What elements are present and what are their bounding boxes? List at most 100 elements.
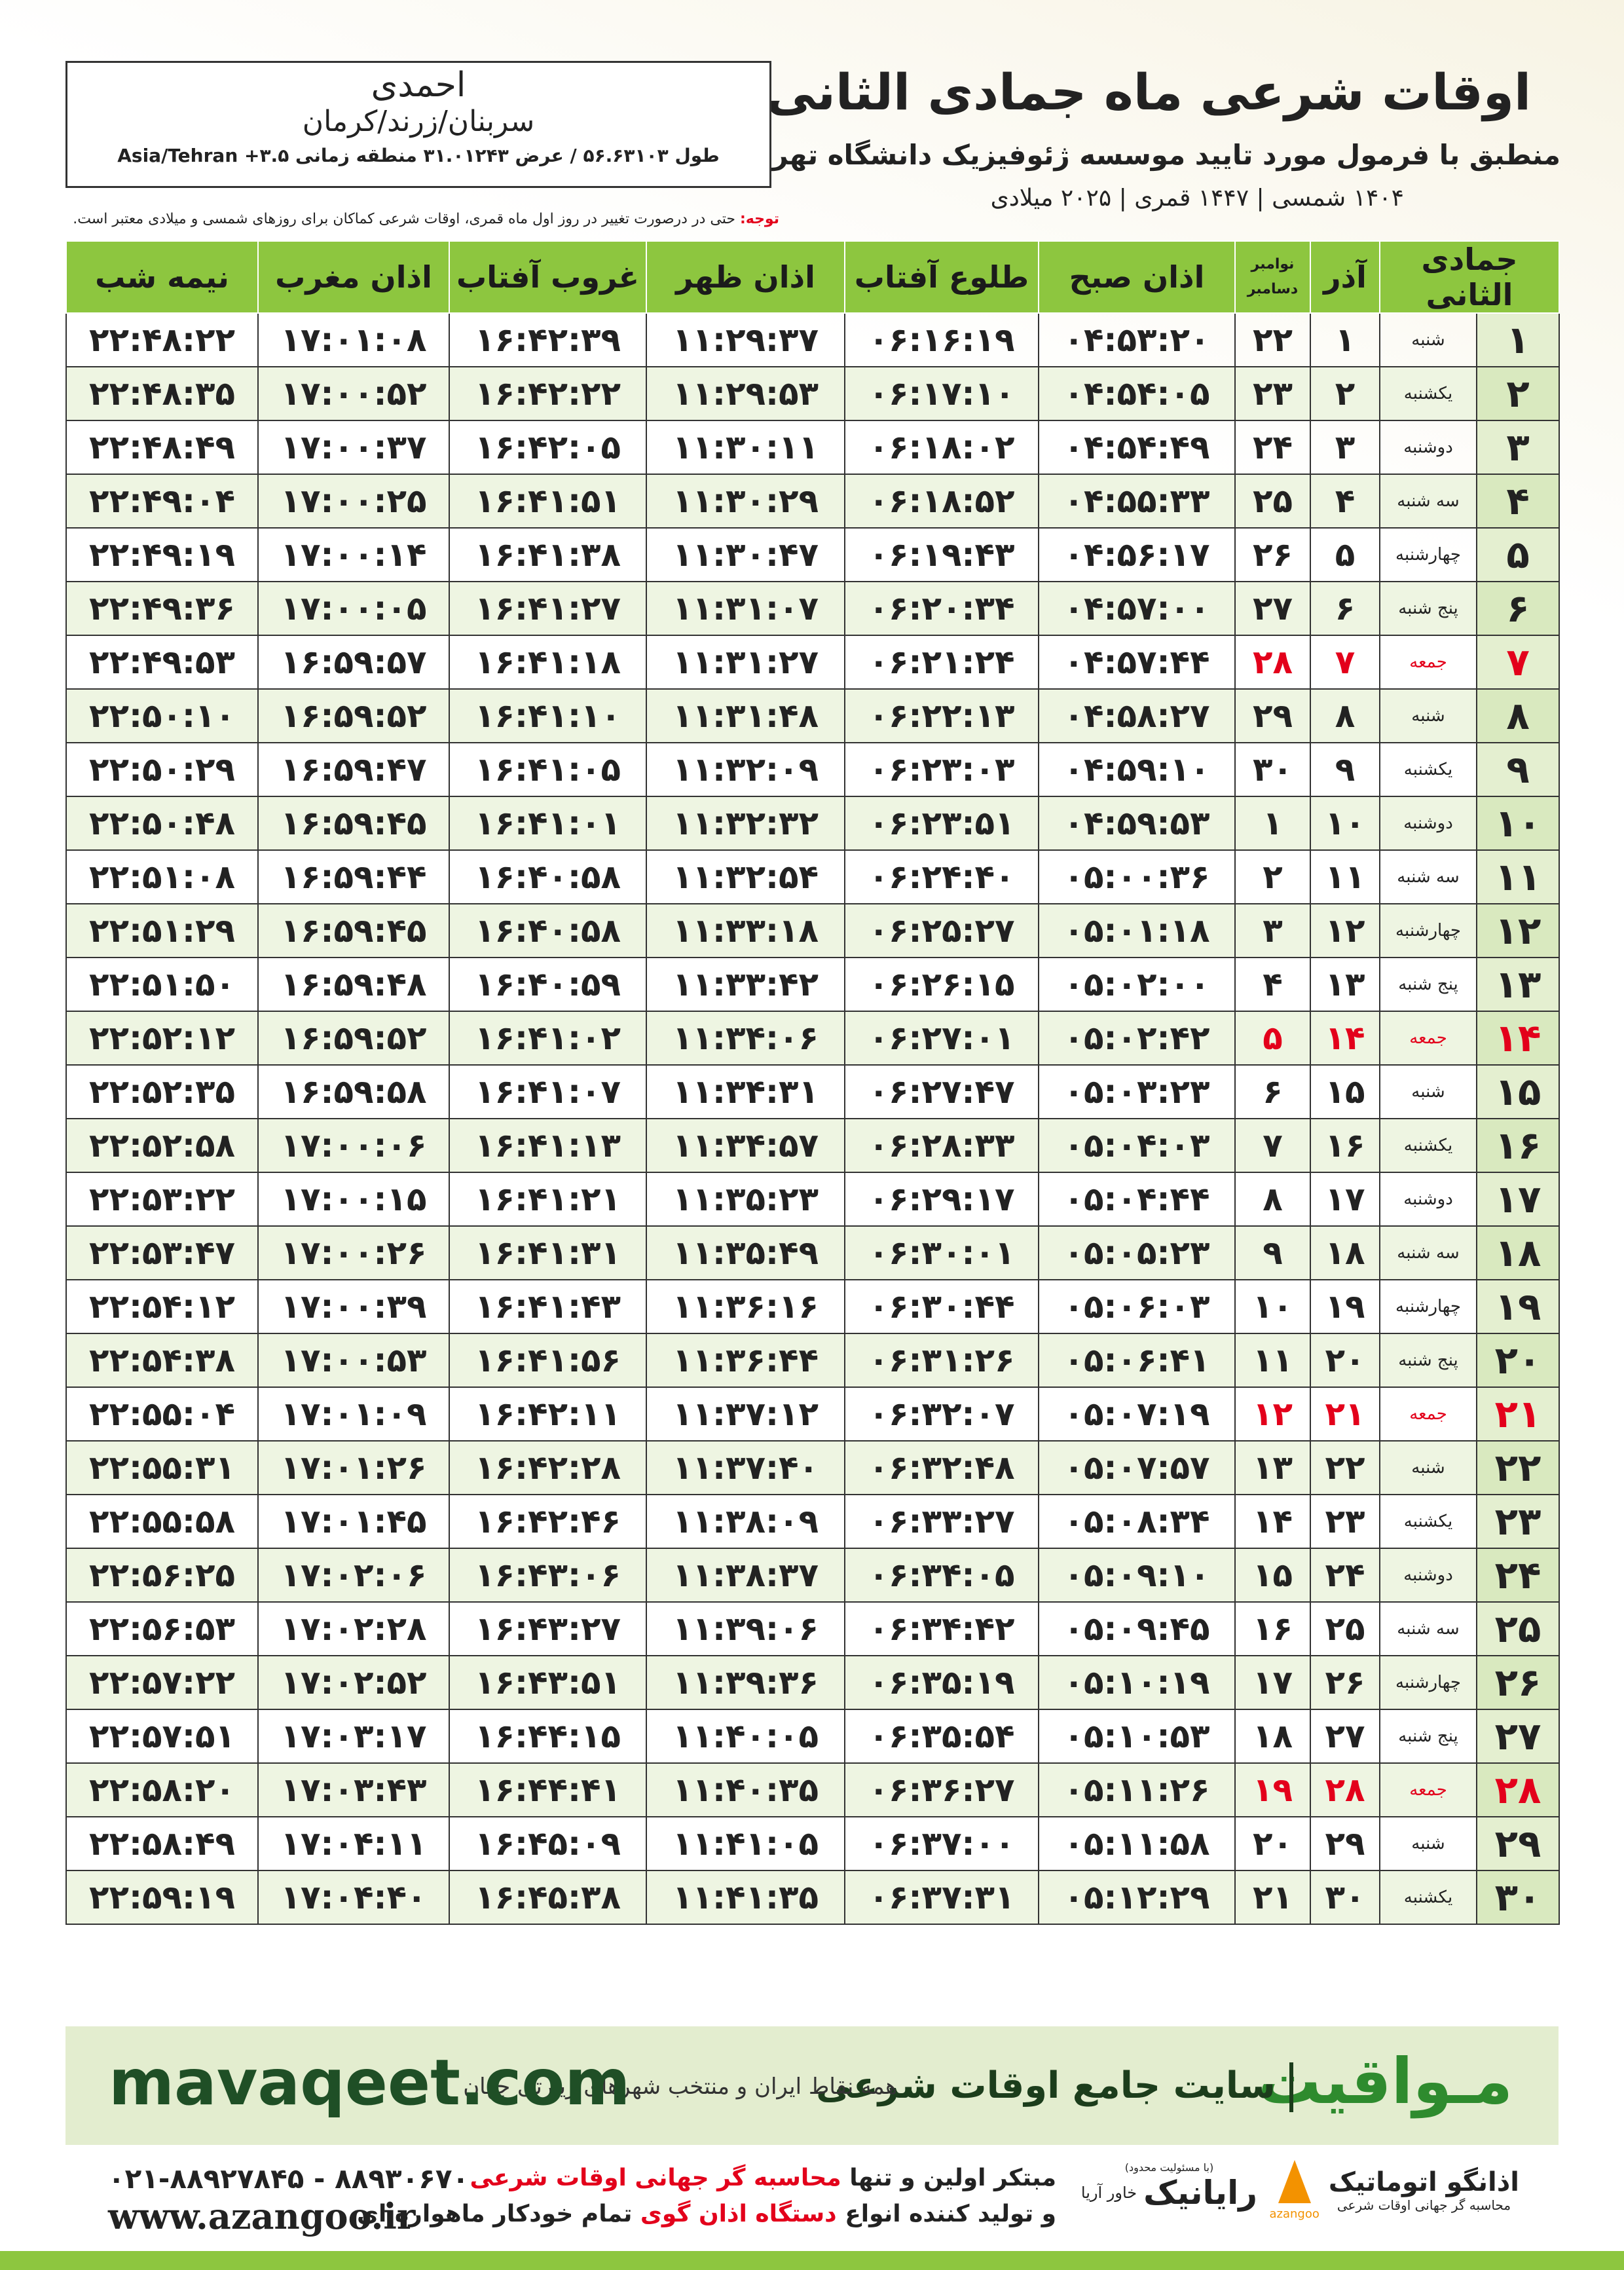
time-cell: ۱۱:۳۳:۱۸ <box>646 903 845 958</box>
dates: ۱۴۰۴ شمسی | ۱۴۴۷ قمری | ۲۰۲۵ میلادی <box>990 185 1404 212</box>
time-cell: ۱۱:۳۹:۰۶ <box>646 1601 845 1656</box>
table-row: ۸ شنبه ۸ ۲۹ ۰۴:۵۸:۲۷ ۰۶:۲۲:۱۳ ۱۱:۳۱:۴۸ ۱۶:۴۱:۱۰… <box>65 688 1560 743</box>
time-cell: ۰۴:۵۴:۰۵ <box>1038 366 1236 421</box>
time-cell: ۰۶:۲۸:۳۳ <box>844 1118 1039 1173</box>
time-cell: ۰۶:۲۴:۴۰ <box>844 849 1039 904</box>
date-cell: ۲۲ <box>1310 1440 1380 1495</box>
url[interactable]: mavaqeet.com <box>109 2046 631 2119</box>
table-row: ۱۰ دوشنبه ۱۰ ۱ ۰۴:۵۹:۵۳ ۰۶:۲۳:۵۱ ۱۱:۳۲:۳۲ ۱۶:۴۱… <box>65 796 1560 851</box>
column-header: اذان مغرب <box>257 240 450 314</box>
table-row: ۲۴ دوشنبه ۲۴ ۱۵ ۰۵:۰۹:۱۰ ۰۶:۳۴:۰۵ ۱۱:۳۸:۳۷ ۱۶:۴… <box>65 1548 1560 1603</box>
table-row: ۴ سه شنبه ۴ ۲۵ ۰۴:۵۵:۳۳ ۰۶:۱۸:۵۲ ۱۱:۳۰:۲۹ ۱۶:۴۱… <box>65 474 1560 529</box>
time-cell: ۲۲:۵۰:۲۹ <box>65 742 259 797</box>
time-cell: ۰۶:۲۱:۲۴ <box>844 635 1039 690</box>
date-cell: ۲۴ <box>1234 420 1311 475</box>
table-row: ۲ یکشنبه ۲ ۲۳ ۰۴:۵۴:۰۵ ۰۶:۱۷:۱۰ ۱۱:۲۹:۵۳ ۱۶:۴۲:… <box>65 366 1560 421</box>
date-cell: چهارشنبه <box>1378 527 1478 582</box>
time-cell: ۰۵:۰۴:۴۴ <box>1038 1172 1236 1227</box>
table-row: ۱۲ چهارشنبه ۱۲ ۳ ۰۵:۰۱:۱۸ ۰۶:۲۵:۲۷ ۱۱:۳۳:۱۸ ۱۶:… <box>65 903 1560 958</box>
date-cell: یکشنبه <box>1378 1118 1478 1173</box>
date-cell: ۲۹ <box>1234 688 1311 743</box>
date-cell: جمعه <box>1378 1011 1478 1066</box>
time-cell: ۲۲:۵۶:۲۵ <box>65 1548 259 1603</box>
time-cell: ۰۵:۰۷:۱۹ <box>1038 1386 1236 1442</box>
date-cell: ۲۱ <box>1310 1386 1380 1442</box>
location-coords: طول ۵۶.۶۳۱۰۳ / عرض ۳۱.۰۱۲۴۳ منطقه زمانی … <box>117 145 720 166</box>
date-cell: ۱۶ <box>1476 1118 1560 1173</box>
time-cell: ۱۱:۳۳:۴۲ <box>646 957 845 1012</box>
logo-text: رایانیک <box>1143 2174 1257 2212</box>
website[interactable]: www.azangoo.ir <box>108 2195 416 2237</box>
time-cell: ۱۷:۰۰:۳۹ <box>257 1279 450 1334</box>
time-cell: ۰۵:۱۱:۲۶ <box>1038 1762 1236 1817</box>
contact-line: و تولید کننده انواع دستگاه اذان گوی تمام… <box>357 2201 1056 2227</box>
divider <box>1289 2062 1293 2112</box>
time-cell: ۱۶:۴۳:۵۱ <box>449 1655 647 1710</box>
contact-line: مبتکر اولین و تنها محاسبه گر جهانی اوقات… <box>470 2165 1056 2191</box>
date-cell: ۱۴ <box>1234 1494 1311 1549</box>
table-row: ۲۲ شنبه ۲۲ ۱۳ ۰۵:۰۷:۵۷ ۰۶:۳۲:۴۸ ۱۱:۳۷:۴۰ ۱۶:۴۲:… <box>65 1440 1560 1495</box>
text: مبتکر اولین و تنها <box>849 2165 1056 2191</box>
time-cell: ۱۷:۰۲:۲۸ <box>257 1601 450 1656</box>
bottom-strip <box>0 2251 1624 2270</box>
note-text: حتی در درصورت تغییر در روز اول ماه قمری،… <box>73 211 735 227</box>
date-cell: ۴ <box>1476 474 1560 529</box>
time-cell: ۲۲:۴۹:۰۴ <box>65 474 259 529</box>
table-row: ۱۷ دوشنبه ۱۷ ۸ ۰۵:۰۴:۴۴ ۰۶:۲۹:۱۷ ۱۱:۳۵:۲۳ ۱۶:۴۱… <box>65 1172 1560 1227</box>
logo-azangoo: اذانگو اتوماتیک محاسبه گر جهانی اوقات شرع… <box>1269 2159 1519 2221</box>
time-cell: ۰۶:۱۸:۵۲ <box>844 474 1039 529</box>
date-cell: ۵ <box>1310 527 1380 582</box>
date-cell: ۱۳ <box>1476 957 1560 1012</box>
date-cell: ۲۶ <box>1310 1655 1380 1710</box>
logo-sub: محاسبه گر جهانی اوقات شرعی <box>1337 2197 1511 2213</box>
date-cell: ۱۵ <box>1476 1064 1560 1119</box>
time-cell: ۰۵:۰۲:۴۲ <box>1038 1011 1236 1066</box>
table-row: ۱ شنبه ۱ ۲۲ ۰۴:۵۳:۲۰ ۰۶:۱۶:۱۹ ۱۱:۲۹:۳۷ ۱۶:۴۲:۳۹… <box>65 312 1560 367</box>
time-cell: ۱۱:۴۱:۳۵ <box>646 1870 845 1925</box>
time-cell: ۱۷:۰۰:۲۵ <box>257 474 450 529</box>
date-cell: شنبه <box>1378 1064 1478 1119</box>
date-cell: ۵ <box>1234 1011 1311 1066</box>
date-cell: یکشنبه <box>1378 1870 1478 1925</box>
column-header: جمادی الثانی <box>1378 240 1560 314</box>
date-cell: ۴ <box>1310 474 1380 529</box>
time-cell: ۱۷:۰۳:۱۷ <box>257 1709 450 1764</box>
date-cell: ۹ <box>1310 742 1380 797</box>
time-cell: ۰۴:۵۷:۴۴ <box>1038 635 1236 690</box>
time-cell: ۱۶:۴۱:۱۰ <box>449 688 647 743</box>
time-cell: ۲۲:۵۰:۱۰ <box>65 688 259 743</box>
time-cell: ۰۵:۰۵:۲۳ <box>1038 1225 1236 1280</box>
date-cell: ۶ <box>1234 1064 1311 1119</box>
date-cell: ۳ <box>1476 420 1560 475</box>
time-cell: ۱۱:۳۹:۳۶ <box>646 1655 845 1710</box>
date-cell: ۲۰ <box>1310 1333 1380 1388</box>
date-cell: ۳۰ <box>1310 1870 1380 1925</box>
date-cell: یکشنبه <box>1378 1494 1478 1549</box>
time-cell: ۲۲:۵۴:۳۸ <box>65 1333 259 1388</box>
time-cell: ۱۶:۴۴:۴۱ <box>449 1762 647 1817</box>
time-cell: ۰۴:۵۴:۴۹ <box>1038 420 1236 475</box>
time-cell: ۰۶:۲۵:۲۷ <box>844 903 1039 958</box>
column-header: آذر <box>1310 240 1380 314</box>
time-cell: ۱۶:۵۹:۵۲ <box>257 688 450 743</box>
location-city: سربنان/زرند/کرمان <box>302 105 535 138</box>
time-cell: ۰۴:۵۵:۳۳ <box>1038 474 1236 529</box>
date-cell: ۵ <box>1476 527 1560 582</box>
date-cell: ۱۹ <box>1310 1279 1380 1334</box>
date-cell: ۷ <box>1476 635 1560 690</box>
time-cell: ۰۵:۱۱:۵۸ <box>1038 1816 1236 1871</box>
date-cell: ۲۶ <box>1476 1655 1560 1710</box>
table-row: ۵ چهارشنبه ۵ ۲۶ ۰۴:۵۶:۱۷ ۰۶:۱۹:۴۳ ۱۱:۳۰:۴۷ ۱۶:۴… <box>65 527 1560 582</box>
time-cell: ۱۶:۴۱:۰۲ <box>449 1011 647 1066</box>
time-cell: ۱۶:۴۰:۵۸ <box>449 849 647 904</box>
date-cell: ۱۱ <box>1476 849 1560 904</box>
time-cell: ۱۶:۴۲:۱۱ <box>449 1386 647 1442</box>
date-cell: ۲۹ <box>1310 1816 1380 1871</box>
time-cell: ۱۶:۴۵:۰۹ <box>449 1816 647 1871</box>
table-row: ۱۶ یکشنبه ۱۶ ۷ ۰۵:۰۴:۰۳ ۰۶:۲۸:۳۳ ۱۱:۳۴:۵۷ ۱۶:۴۱… <box>65 1118 1560 1173</box>
time-cell: ۰۶:۳۷:۰۰ <box>844 1816 1039 1871</box>
banner: مـواقیت سایت جامع اوقات شرعی همه نقاط ای… <box>65 2026 1559 2145</box>
time-cell: ۱۶:۴۳:۰۶ <box>449 1548 647 1603</box>
time-cell: ۱۶:۵۹:۴۷ <box>257 742 450 797</box>
